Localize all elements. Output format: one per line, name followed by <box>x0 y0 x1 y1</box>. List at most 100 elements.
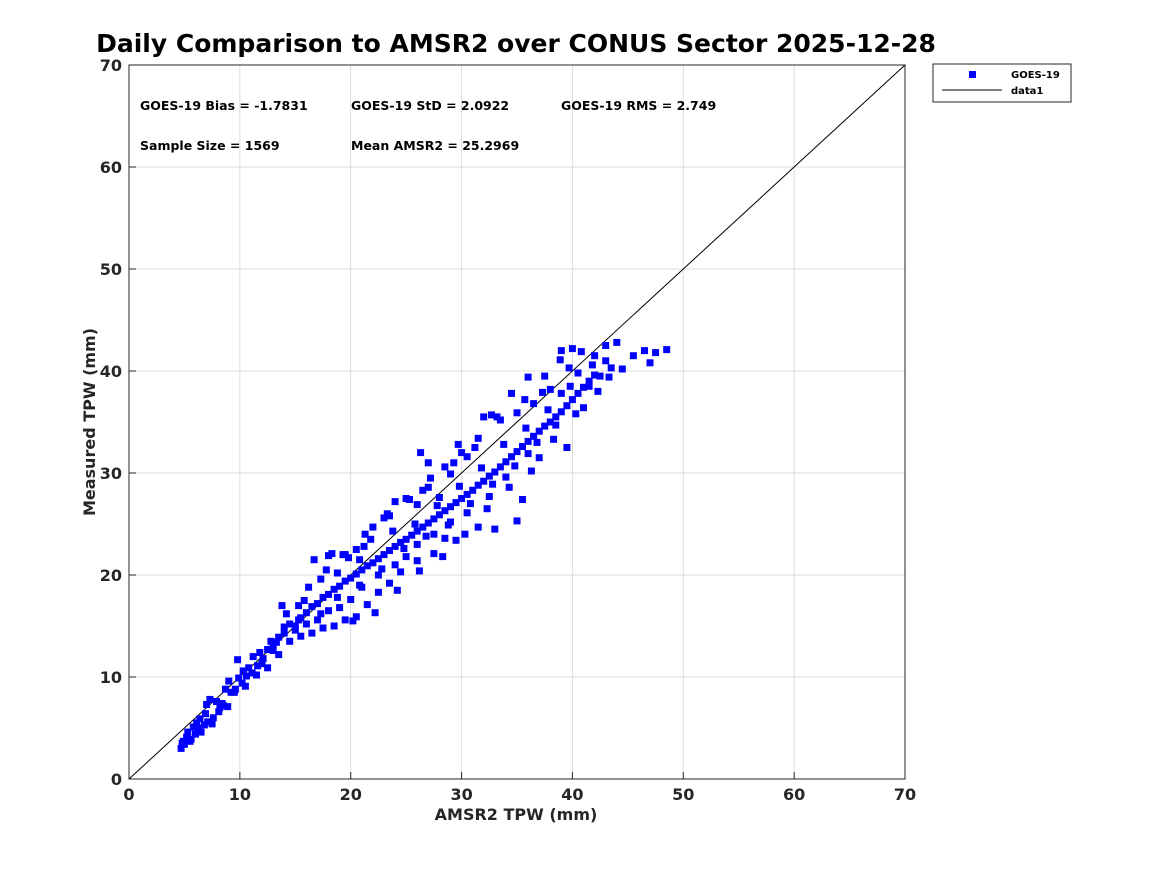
x-tick-label: 60 <box>783 785 805 804</box>
scatter-point <box>248 669 256 677</box>
scatter-point <box>550 435 558 443</box>
scatter-point <box>314 616 321 624</box>
scatter-point <box>489 480 497 488</box>
scatter-point <box>463 490 471 498</box>
scatter-point <box>347 596 355 603</box>
stat-rms: GOES-19 RMS = 2.749 <box>561 98 716 113</box>
y-tick-label: 10 <box>100 668 122 687</box>
scatter-point <box>378 565 386 573</box>
scatter-point <box>369 523 377 531</box>
scatter-point <box>546 385 554 393</box>
scatter-point <box>295 602 303 610</box>
scatter-point <box>441 463 449 471</box>
scatter-point <box>317 610 325 618</box>
scatter-point <box>522 424 530 432</box>
scatter-point <box>427 474 434 482</box>
scatter-point <box>360 542 368 550</box>
scatter-point <box>483 505 491 513</box>
scatter-point <box>572 410 580 418</box>
scatter-point <box>280 623 288 631</box>
scatter-point <box>496 463 504 471</box>
scatter-point <box>380 551 388 559</box>
scatter-point <box>330 585 338 593</box>
scatter-point <box>258 660 266 668</box>
scatter-point <box>264 646 272 653</box>
y-tick-label: 60 <box>100 158 122 177</box>
scatter-point <box>336 604 344 612</box>
scatter-point <box>308 629 316 637</box>
scatter-point <box>349 617 357 625</box>
scatter-point <box>333 593 341 601</box>
scatter-point <box>552 413 560 421</box>
scatter-point <box>402 535 410 543</box>
scatter-point <box>397 538 405 546</box>
scatter-point <box>493 413 501 421</box>
scatter-point <box>195 724 203 732</box>
scatter-point <box>305 583 313 591</box>
scatter-point <box>352 613 360 621</box>
scatter-point <box>393 586 401 594</box>
scatter-point <box>430 515 438 523</box>
scatter-point <box>328 550 336 558</box>
scatter-point <box>391 542 399 550</box>
scatter-point <box>602 357 610 365</box>
scatter-point <box>197 728 205 736</box>
scatter-point <box>295 616 303 624</box>
scatter-point <box>183 733 191 741</box>
scatter-point <box>539 388 546 396</box>
scatter-point <box>386 547 393 554</box>
scatter-point <box>234 656 242 664</box>
scatter-point <box>463 453 471 461</box>
scatter-point <box>435 494 443 501</box>
scatter-point <box>374 571 382 579</box>
scatter-point <box>580 404 587 412</box>
scatter-point <box>652 349 660 357</box>
scatter-point <box>208 720 216 728</box>
scatter-point <box>243 672 250 680</box>
scatter-point <box>478 464 485 472</box>
scatter-point <box>322 566 330 574</box>
scatter-point <box>256 649 264 656</box>
scatter-point <box>286 620 294 628</box>
chart-title: Daily Comparison to AMSR2 over CONUS Sec… <box>96 29 936 58</box>
scatter-point <box>563 444 571 451</box>
scatter-point <box>513 448 521 456</box>
scatter-point <box>557 347 565 355</box>
scatter-point <box>178 739 186 747</box>
scatter-point <box>408 531 416 539</box>
stat-bias: GOES-19 Bias = -1.7831 <box>140 98 308 113</box>
scatter-point <box>204 718 212 726</box>
scatter-point <box>568 396 576 404</box>
scatter-point <box>291 626 299 634</box>
gridlines <box>129 65 905 779</box>
scatter-point <box>441 534 449 542</box>
scatter-point <box>272 638 280 646</box>
scatter-point <box>556 356 564 364</box>
scatter-point <box>369 559 377 567</box>
scatter-point <box>629 352 637 360</box>
scatter-point <box>192 730 199 738</box>
scatter-point <box>502 458 510 466</box>
scatter-point <box>184 728 192 736</box>
scatter-point <box>363 601 371 609</box>
scatter-point <box>471 444 479 451</box>
scatter-point <box>591 371 599 379</box>
scatter-point <box>209 714 217 722</box>
scatter-point <box>383 510 391 518</box>
scatter-point <box>480 477 488 485</box>
scatter-point <box>347 574 355 582</box>
scatter-point <box>513 409 521 417</box>
scatter-point <box>424 459 432 467</box>
scatter-point <box>213 698 221 705</box>
scatter-point <box>216 704 224 712</box>
scatter-point <box>544 406 552 414</box>
scatter-point <box>546 418 554 426</box>
scatter-point <box>352 570 360 578</box>
scatter-point <box>419 523 427 531</box>
scatter-point <box>310 556 318 564</box>
scatter-point <box>502 473 510 481</box>
scatter-point <box>580 383 587 391</box>
scatter-point <box>314 600 321 608</box>
scatter-point <box>574 369 582 377</box>
scatter-point <box>455 482 463 490</box>
